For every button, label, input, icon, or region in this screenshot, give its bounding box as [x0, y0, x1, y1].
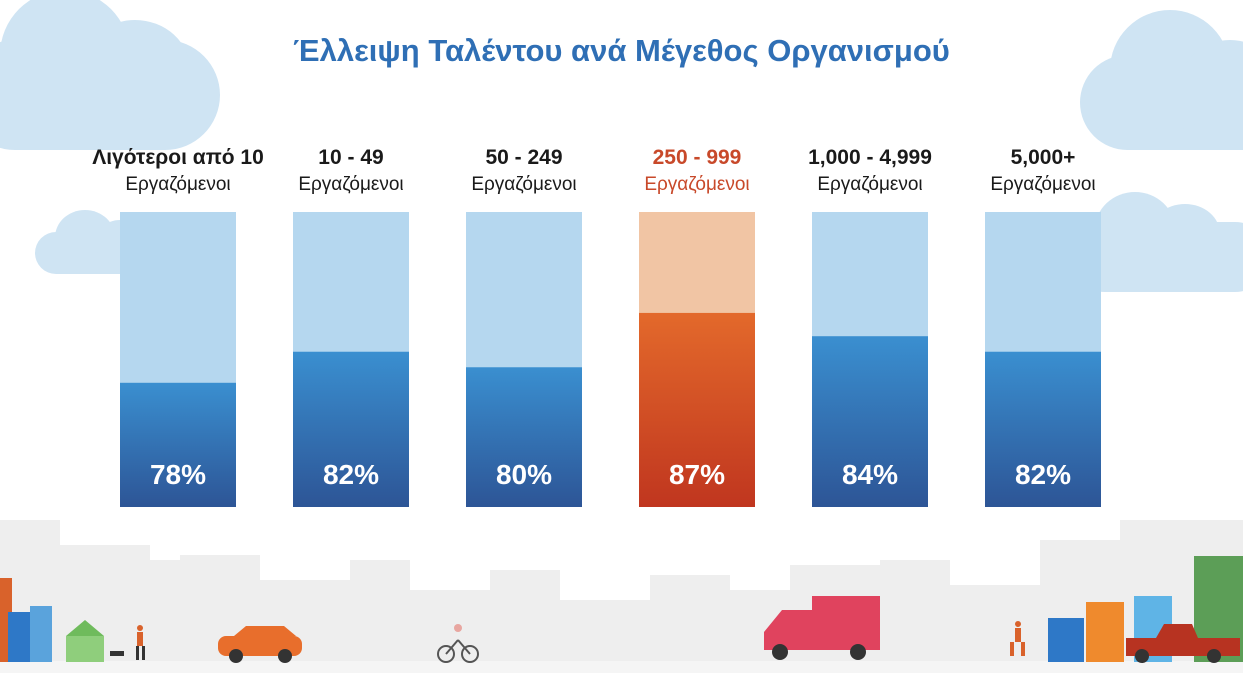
category-title-label: 1,000 - 4,999	[808, 146, 932, 169]
bar	[812, 336, 928, 507]
pickup-truck-illustration	[1126, 624, 1240, 663]
cloud-decoration	[0, 0, 220, 150]
bar-value-label: 82%	[323, 459, 379, 490]
building-illustration	[0, 578, 52, 662]
category-title-label: Λιγότεροι από 10	[92, 146, 264, 169]
category-subtitle-label: Εργαζόμενοι	[125, 174, 230, 195]
category-subtitle-label: Εργαζόμενοι	[298, 174, 403, 195]
bar-value-label: 80%	[496, 459, 552, 490]
category-title-label: 250 - 999	[653, 146, 742, 169]
bar	[466, 367, 582, 507]
category-subtitle-label: Εργαζόμενοι	[990, 174, 1095, 195]
bar-value-label: 82%	[1015, 459, 1071, 490]
bar	[639, 312, 755, 507]
cyclist-illustration	[437, 624, 479, 663]
chart-title: Έλλειψη Ταλέντου ανά Μέγεθος Οργανισμού	[293, 33, 950, 68]
category-subtitle-label: Εργαζόμενοι	[817, 174, 922, 195]
bar	[985, 351, 1101, 507]
van-illustration	[764, 596, 880, 660]
category-title-label: 5,000+	[1011, 146, 1076, 169]
bar	[293, 351, 409, 507]
category-title-label: 50 - 249	[485, 146, 562, 169]
category-title-label: 10 - 49	[318, 146, 383, 169]
bar-value-label: 78%	[150, 459, 206, 490]
runner-illustration	[1010, 621, 1025, 656]
category-subtitle-label: Εργαζόμενοι	[644, 174, 749, 195]
car-illustration	[218, 626, 302, 663]
dog-walker-illustration	[110, 625, 145, 660]
bar-value-label: 87%	[669, 459, 725, 490]
category-subtitle-label: Εργαζόμενοι	[471, 174, 576, 195]
bar-value-label: 84%	[842, 459, 898, 490]
cloud-decoration	[1080, 10, 1243, 150]
house-illustration	[66, 620, 104, 662]
bar	[120, 382, 236, 507]
